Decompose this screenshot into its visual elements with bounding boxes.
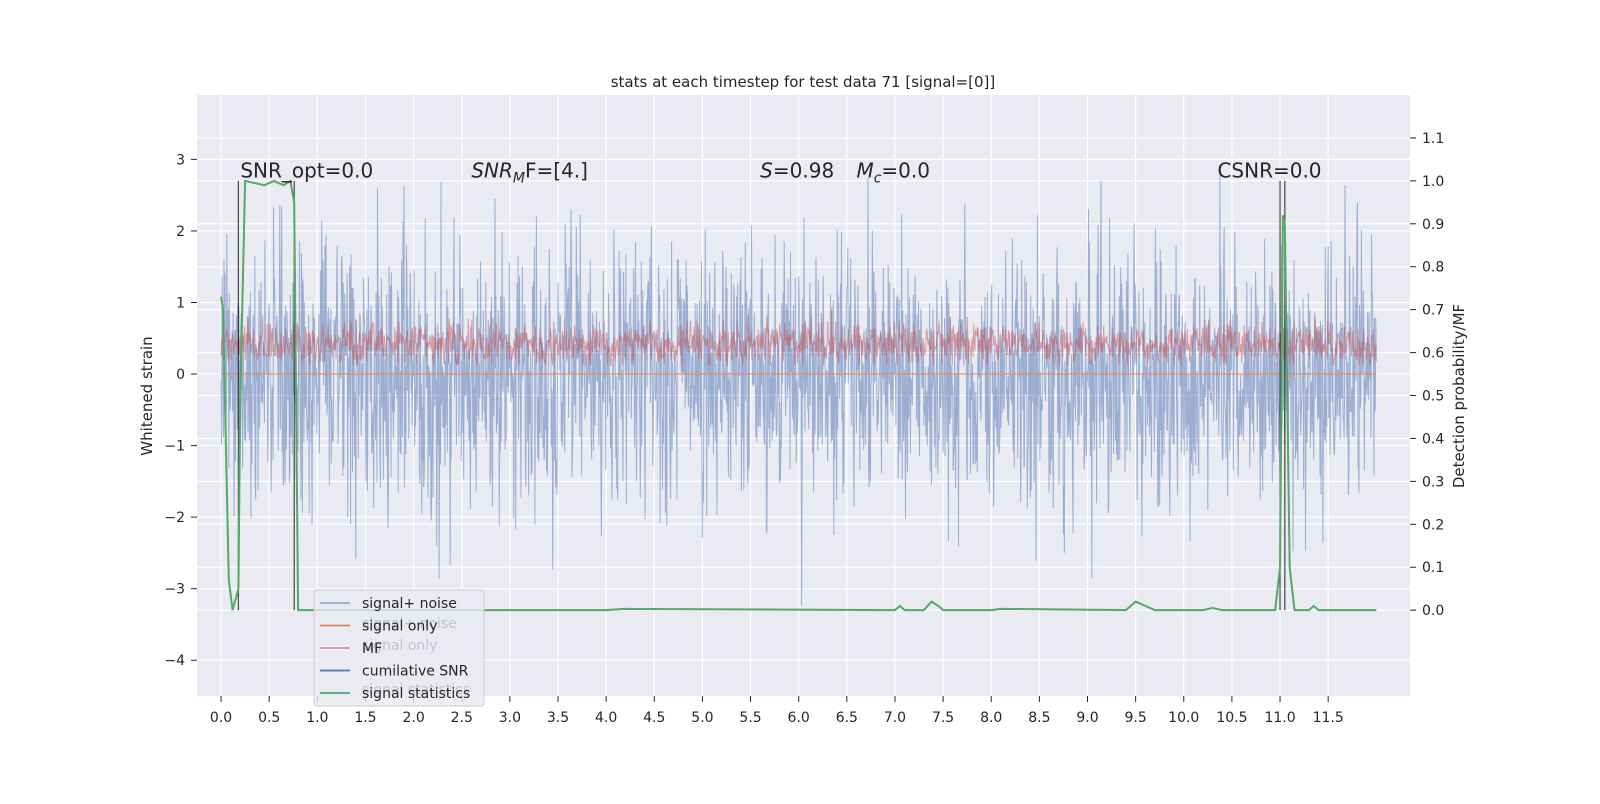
y-tick-label-right: 1.0 <box>1422 174 1444 190</box>
y-tick-label-left: −2 <box>164 510 185 526</box>
legend-label: cumilative SNR <box>362 664 469 680</box>
x-tick-label: 9.0 <box>1076 710 1098 726</box>
y-tick-label-right: 0.4 <box>1422 431 1444 447</box>
annotation-sub: M <box>513 170 525 186</box>
y-tick-label-right: 0.9 <box>1422 217 1444 233</box>
y-tick-label-right: 0.5 <box>1422 389 1444 405</box>
chart-title: stats at each timestep for test data 71 … <box>611 73 996 91</box>
annotation-main: SNR_opt=0.0 <box>240 158 373 182</box>
y-tick-label-left: −4 <box>164 653 185 669</box>
x-tick-label: 11.5 <box>1313 710 1344 726</box>
x-tick-label: 1.0 <box>306 710 328 726</box>
y-tick-label-right: 0.3 <box>1422 474 1444 490</box>
x-tick-label: 3.0 <box>499 710 521 726</box>
x-tick-label: 9.5 <box>1124 710 1146 726</box>
x-tick-label: 6.5 <box>836 710 858 726</box>
legend-label: signal+ noise <box>362 596 457 612</box>
y-tick-label-right: 0.7 <box>1422 303 1444 319</box>
y-tick-label-left: 3 <box>176 152 185 168</box>
x-tick-label: 2.0 <box>402 710 424 726</box>
annotation-suffix: F=[4.] <box>525 158 588 182</box>
y-tick-label-right: 0.8 <box>1422 260 1444 276</box>
legend: signal+ noise signal only signal statistic… <box>314 590 484 706</box>
annotation-suffix: =0.0 <box>881 158 930 182</box>
annotation-main: CSNR=0.0 <box>1217 158 1321 182</box>
legend-label: MF <box>362 641 382 657</box>
x-tick-label: 3.5 <box>547 710 569 726</box>
x-tick-label: 5.5 <box>739 710 761 726</box>
annotation-main: SNR <box>471 158 513 182</box>
x-tick-label: 6.0 <box>788 710 810 726</box>
y-tick-label-left: 2 <box>176 224 185 240</box>
x-tick-label: 11.0 <box>1264 710 1295 726</box>
x-tick-label: 8.5 <box>1028 710 1050 726</box>
annotation-text: CSNR=0.0 <box>1217 158 1321 182</box>
y-tick-label-left: 1 <box>176 295 185 311</box>
x-tick-label: 4.5 <box>643 710 665 726</box>
annotation-suffix: =0.98 <box>773 158 834 182</box>
y-tick-label-right: 1.1 <box>1422 131 1444 147</box>
annotation-main: S <box>760 158 773 182</box>
x-tick-label: 7.5 <box>932 710 954 726</box>
annotation-text: SNRMF=[4.] <box>471 158 588 186</box>
y-axis-label-left: Whitened strain <box>138 336 156 455</box>
y-tick-label-right: 0.0 <box>1422 603 1444 619</box>
x-tick-label: 10.5 <box>1216 710 1247 726</box>
x-tick-label: 10.0 <box>1168 710 1199 726</box>
annotation-text: Mc=0.0 <box>856 158 930 186</box>
y-axis-label-right: Detection probability/MF <box>1450 304 1468 488</box>
x-tick-label: 1.5 <box>354 710 376 726</box>
annotation-text: S=0.98 <box>760 158 834 182</box>
y-tick-label-left: −1 <box>164 439 185 455</box>
y-tick-label-right: 0.1 <box>1422 560 1444 576</box>
annotation-main: M <box>856 158 873 182</box>
x-tick-label: 2.5 <box>451 710 473 726</box>
legend-label: signal statistics <box>362 686 470 702</box>
y-tick-label-left: −3 <box>164 582 185 598</box>
x-tick-label: 0.0 <box>210 710 232 726</box>
y-tick-label-right: 0.2 <box>1422 517 1444 533</box>
y-tick-label-left: 0 <box>176 367 185 383</box>
y-tick-label-right: 0.6 <box>1422 346 1444 362</box>
x-tick-label: 8.0 <box>980 710 1002 726</box>
annotation-text: SNR_opt=0.0 <box>240 158 373 182</box>
legend-label: signal only <box>362 619 437 635</box>
x-tick-label: 5.0 <box>691 710 713 726</box>
x-tick-label: 7.0 <box>884 710 906 726</box>
x-tick-label: 4.0 <box>595 710 617 726</box>
x-tick-label: 0.5 <box>258 710 280 726</box>
